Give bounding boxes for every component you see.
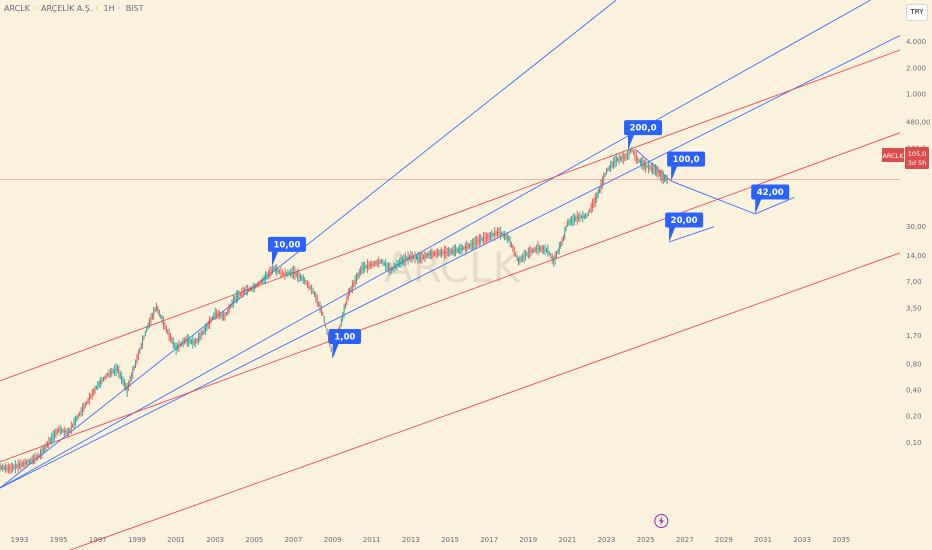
event-marker-bolt	[658, 516, 664, 526]
annotation-label: 20,00	[671, 216, 698, 226]
lightning-icon[interactable]	[654, 514, 669, 528]
trendline-blue-7[interactable]	[668, 226, 715, 243]
x-tick-label: 2025	[637, 536, 655, 544]
x-tick-label: 2001	[167, 536, 185, 544]
y-tick-label: 3,50	[906, 304, 922, 312]
y-tick-label: 4.000	[906, 38, 926, 46]
x-tick-label: 2011	[363, 536, 381, 544]
x-tick-label: 1997	[89, 536, 107, 544]
x-tick-label: 2021	[558, 536, 576, 544]
exchange-label: BIST	[125, 4, 144, 13]
price-tag-countdown: 3d 5h	[908, 159, 927, 167]
header-separator-1: ·	[32, 4, 36, 13]
trendline-blue-0[interactable]	[0, 0, 617, 489]
symbol-name: ARÇELİK A.Ş.	[41, 4, 93, 13]
annotation-pointer	[669, 227, 676, 243]
trendline-blue-2[interactable]	[0, 35, 901, 489]
y-tick-label: 2.000	[906, 64, 926, 72]
x-tick-label: 2015	[441, 536, 459, 544]
annotation-box	[267, 236, 306, 252]
y-tick-label: 1.000	[906, 91, 926, 99]
x-tick-label: 2031	[754, 536, 772, 544]
y-tick-label: 1,70	[906, 332, 922, 340]
x-tick-label: 2019	[519, 536, 537, 544]
price-tag-value-bg	[905, 147, 929, 169]
annotation-label: 10,00	[274, 240, 301, 250]
x-tick-label: 2003	[206, 536, 224, 544]
annotation-label: 42,00	[757, 188, 784, 198]
x-tick-label: 1995	[50, 536, 68, 544]
x-axis[interactable]: 1993 1995 1997 1999 2001 2003 2005 2007 2009 2011…	[11, 536, 851, 544]
annotation-box	[667, 151, 706, 167]
x-tick-label: 2007	[285, 536, 303, 544]
annotation-box	[624, 120, 663, 136]
annotation-callout[interactable]: 1,00	[328, 328, 362, 359]
annotation-box	[665, 212, 704, 228]
y-tick-label: 0,20	[906, 413, 922, 421]
x-tick-label: 1999	[128, 536, 146, 544]
x-tick-label: 2023	[598, 536, 616, 544]
y-tick-label: 0,40	[906, 387, 922, 395]
x-tick-label: 2035	[832, 536, 850, 544]
x-tick-label: 2005	[245, 536, 263, 544]
annotation-label: 1,00	[334, 332, 355, 342]
y-tick-label: 480,00	[906, 118, 931, 126]
x-tick-label: 2009	[324, 536, 342, 544]
annotation-pointer	[271, 251, 278, 267]
trendline-blue-1[interactable]	[0, 0, 871, 489]
price-tag-value: 105,0	[908, 150, 927, 158]
y-tick-label: 0,80	[906, 360, 922, 368]
header-separator-2: ·	[95, 4, 98, 13]
price-tag-symbol-bg	[882, 148, 904, 162]
trendline-blue-6[interactable]	[635, 149, 795, 215]
symbol-ticker[interactable]: ARCLK	[4, 4, 30, 13]
x-tick-label: 2017	[480, 536, 498, 544]
trendline-red-4[interactable]	[0, 132, 901, 463]
price-tag-symbol: ARCLK	[882, 152, 904, 160]
y-tick-label: 30,00	[906, 223, 926, 231]
annotation-pointer	[628, 135, 635, 150]
currency-button[interactable]: TRY	[906, 4, 928, 21]
interval-label[interactable]: 1H	[103, 4, 115, 13]
x-tick-label: 1993	[11, 536, 29, 544]
trendline-red-5[interactable]	[0, 252, 901, 550]
annotation-box	[751, 184, 790, 200]
annotation-box	[328, 328, 362, 344]
trendline-red-3[interactable]	[0, 49, 901, 382]
header-separator-3: ·	[117, 4, 121, 13]
annotation-callout[interactable]: 100,0	[667, 151, 706, 182]
annotation-callout[interactable]: 10,00	[267, 236, 306, 267]
annotation-callout[interactable]: 42,00	[751, 184, 790, 214]
chart-header: ARCLK · ARÇELİK A.Ş. · 1H · BIST	[4, 4, 147, 13]
annotation-label: 100,0	[673, 155, 700, 165]
y-tick-label: 14,00	[906, 252, 926, 260]
annotation-pointer	[332, 343, 339, 359]
annotation-pointer	[755, 199, 762, 214]
x-tick-label: 2029	[715, 536, 733, 544]
x-tick-label: 2033	[793, 536, 811, 544]
y-tick-label: 7,00	[906, 278, 922, 286]
annotation-layer: 10,00 1,00 200,0 100,0 42,00 20,00	[267, 120, 790, 359]
price-tag: ARCLK 105,0 3d 5h	[882, 147, 929, 169]
x-tick-label: 2013	[402, 536, 420, 544]
annotation-pointer	[671, 166, 678, 182]
annotation-callout[interactable]: 200,0	[624, 120, 663, 150]
price-series-line	[0, 149, 668, 469]
y-tick-label: 0,10	[906, 439, 922, 447]
annotation-callout[interactable]: 20,00	[665, 212, 704, 243]
x-tick-label: 2027	[676, 536, 694, 544]
trendline-layer	[0, 0, 901, 550]
annotation-label: 200,0	[630, 124, 657, 134]
